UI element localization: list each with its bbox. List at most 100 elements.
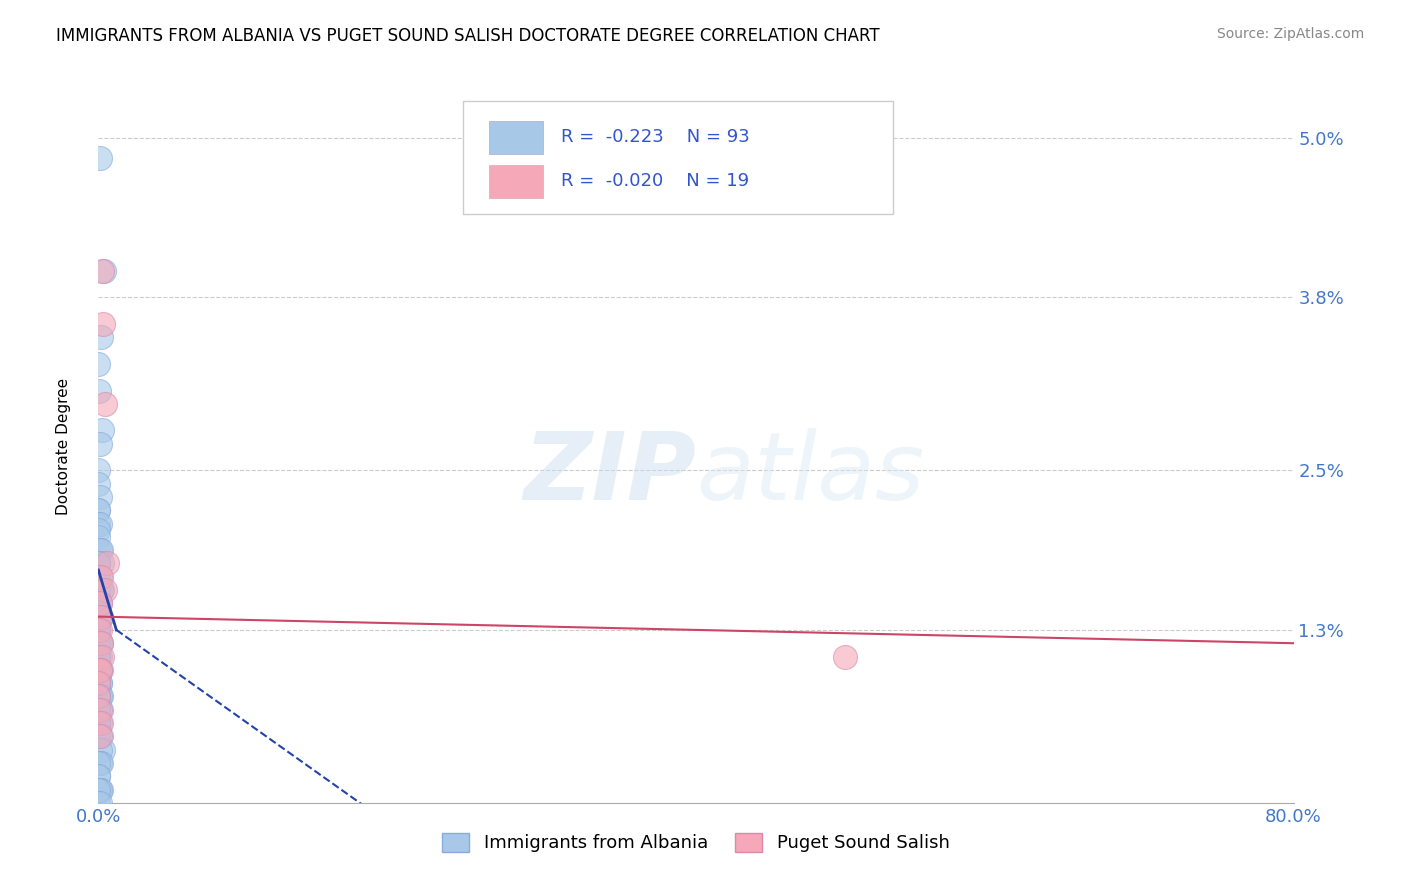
Point — [90, 729, 112, 743]
Point — [90, 609, 112, 624]
Point — [87, 623, 110, 637]
Point — [87, 476, 110, 491]
Point — [87, 530, 110, 544]
Point — [89, 756, 111, 770]
Point — [90, 703, 112, 717]
Point — [87, 596, 110, 610]
Point — [87, 609, 110, 624]
Text: R =  -0.020    N = 19: R = -0.020 N = 19 — [561, 172, 749, 190]
Point — [87, 782, 110, 797]
Point — [90, 543, 112, 558]
Point — [89, 636, 111, 650]
Point — [87, 703, 110, 717]
Point — [87, 649, 110, 664]
Point — [87, 582, 110, 597]
Point — [87, 623, 110, 637]
Point — [89, 623, 111, 637]
Point — [87, 596, 110, 610]
Point — [87, 716, 110, 731]
Point — [90, 609, 112, 624]
Point — [87, 357, 110, 371]
Point — [87, 690, 110, 704]
Point — [90, 782, 112, 797]
Point — [93, 264, 115, 278]
Point — [89, 663, 111, 677]
Point — [834, 649, 856, 664]
FancyBboxPatch shape — [463, 101, 893, 214]
Point — [87, 543, 110, 558]
Point — [89, 663, 111, 677]
Point — [90, 756, 112, 770]
Point — [89, 690, 111, 704]
Point — [87, 636, 110, 650]
Point — [89, 516, 111, 531]
Point — [87, 623, 110, 637]
Point — [87, 557, 110, 571]
Point — [90, 330, 112, 344]
Point — [87, 596, 110, 610]
Point — [89, 543, 111, 558]
Point — [91, 649, 114, 664]
Point — [87, 503, 110, 517]
Point — [89, 796, 111, 810]
Point — [89, 729, 111, 743]
Point — [96, 557, 118, 571]
Point — [89, 609, 111, 624]
Point — [87, 557, 110, 571]
Point — [90, 570, 112, 584]
Point — [87, 649, 110, 664]
Point — [87, 649, 110, 664]
Point — [87, 596, 110, 610]
Point — [87, 690, 110, 704]
Point — [87, 649, 110, 664]
Point — [87, 690, 110, 704]
Point — [89, 570, 111, 584]
Point — [87, 523, 110, 537]
Point — [94, 582, 117, 597]
Point — [87, 676, 110, 690]
Point — [87, 609, 110, 624]
Point — [87, 716, 110, 731]
Point — [89, 436, 111, 450]
Text: IMMIGRANTS FROM ALBANIA VS PUGET SOUND SALISH DOCTORATE DEGREE CORRELATION CHART: IMMIGRANTS FROM ALBANIA VS PUGET SOUND S… — [56, 27, 880, 45]
Point — [87, 676, 110, 690]
Point — [87, 729, 110, 743]
Point — [89, 742, 111, 756]
Point — [87, 716, 110, 731]
Point — [87, 769, 110, 783]
Text: Source: ZipAtlas.com: Source: ZipAtlas.com — [1216, 27, 1364, 41]
Point — [87, 676, 110, 690]
Point — [89, 490, 111, 504]
Point — [87, 636, 110, 650]
Point — [90, 636, 112, 650]
FancyBboxPatch shape — [489, 165, 543, 197]
Point — [87, 623, 110, 637]
Point — [87, 703, 110, 717]
Point — [91, 317, 114, 331]
Point — [87, 463, 110, 477]
Point — [91, 264, 114, 278]
Point — [89, 384, 111, 398]
Point — [87, 636, 110, 650]
Point — [90, 636, 112, 650]
Point — [87, 676, 110, 690]
Point — [91, 424, 114, 438]
Point — [89, 782, 111, 797]
Point — [90, 716, 112, 731]
Point — [91, 582, 114, 597]
Point — [94, 397, 117, 411]
Point — [87, 649, 110, 664]
Point — [87, 503, 110, 517]
Point — [89, 649, 111, 664]
Point — [87, 769, 110, 783]
Point — [87, 756, 110, 770]
Point — [87, 729, 110, 743]
Text: Doctorate Degree: Doctorate Degree — [56, 377, 70, 515]
Point — [87, 663, 110, 677]
Point — [87, 716, 110, 731]
Point — [91, 742, 114, 756]
Point — [87, 782, 110, 797]
Point — [89, 151, 111, 165]
Point — [87, 636, 110, 650]
Text: ZIP: ZIP — [523, 427, 696, 520]
